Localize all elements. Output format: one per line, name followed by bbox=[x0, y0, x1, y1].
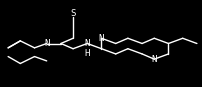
Text: N: N bbox=[84, 39, 89, 48]
Text: H: H bbox=[84, 49, 89, 58]
Text: N: N bbox=[98, 34, 104, 43]
Text: N: N bbox=[151, 55, 156, 64]
Text: N: N bbox=[44, 39, 49, 48]
Text: S: S bbox=[70, 9, 75, 18]
